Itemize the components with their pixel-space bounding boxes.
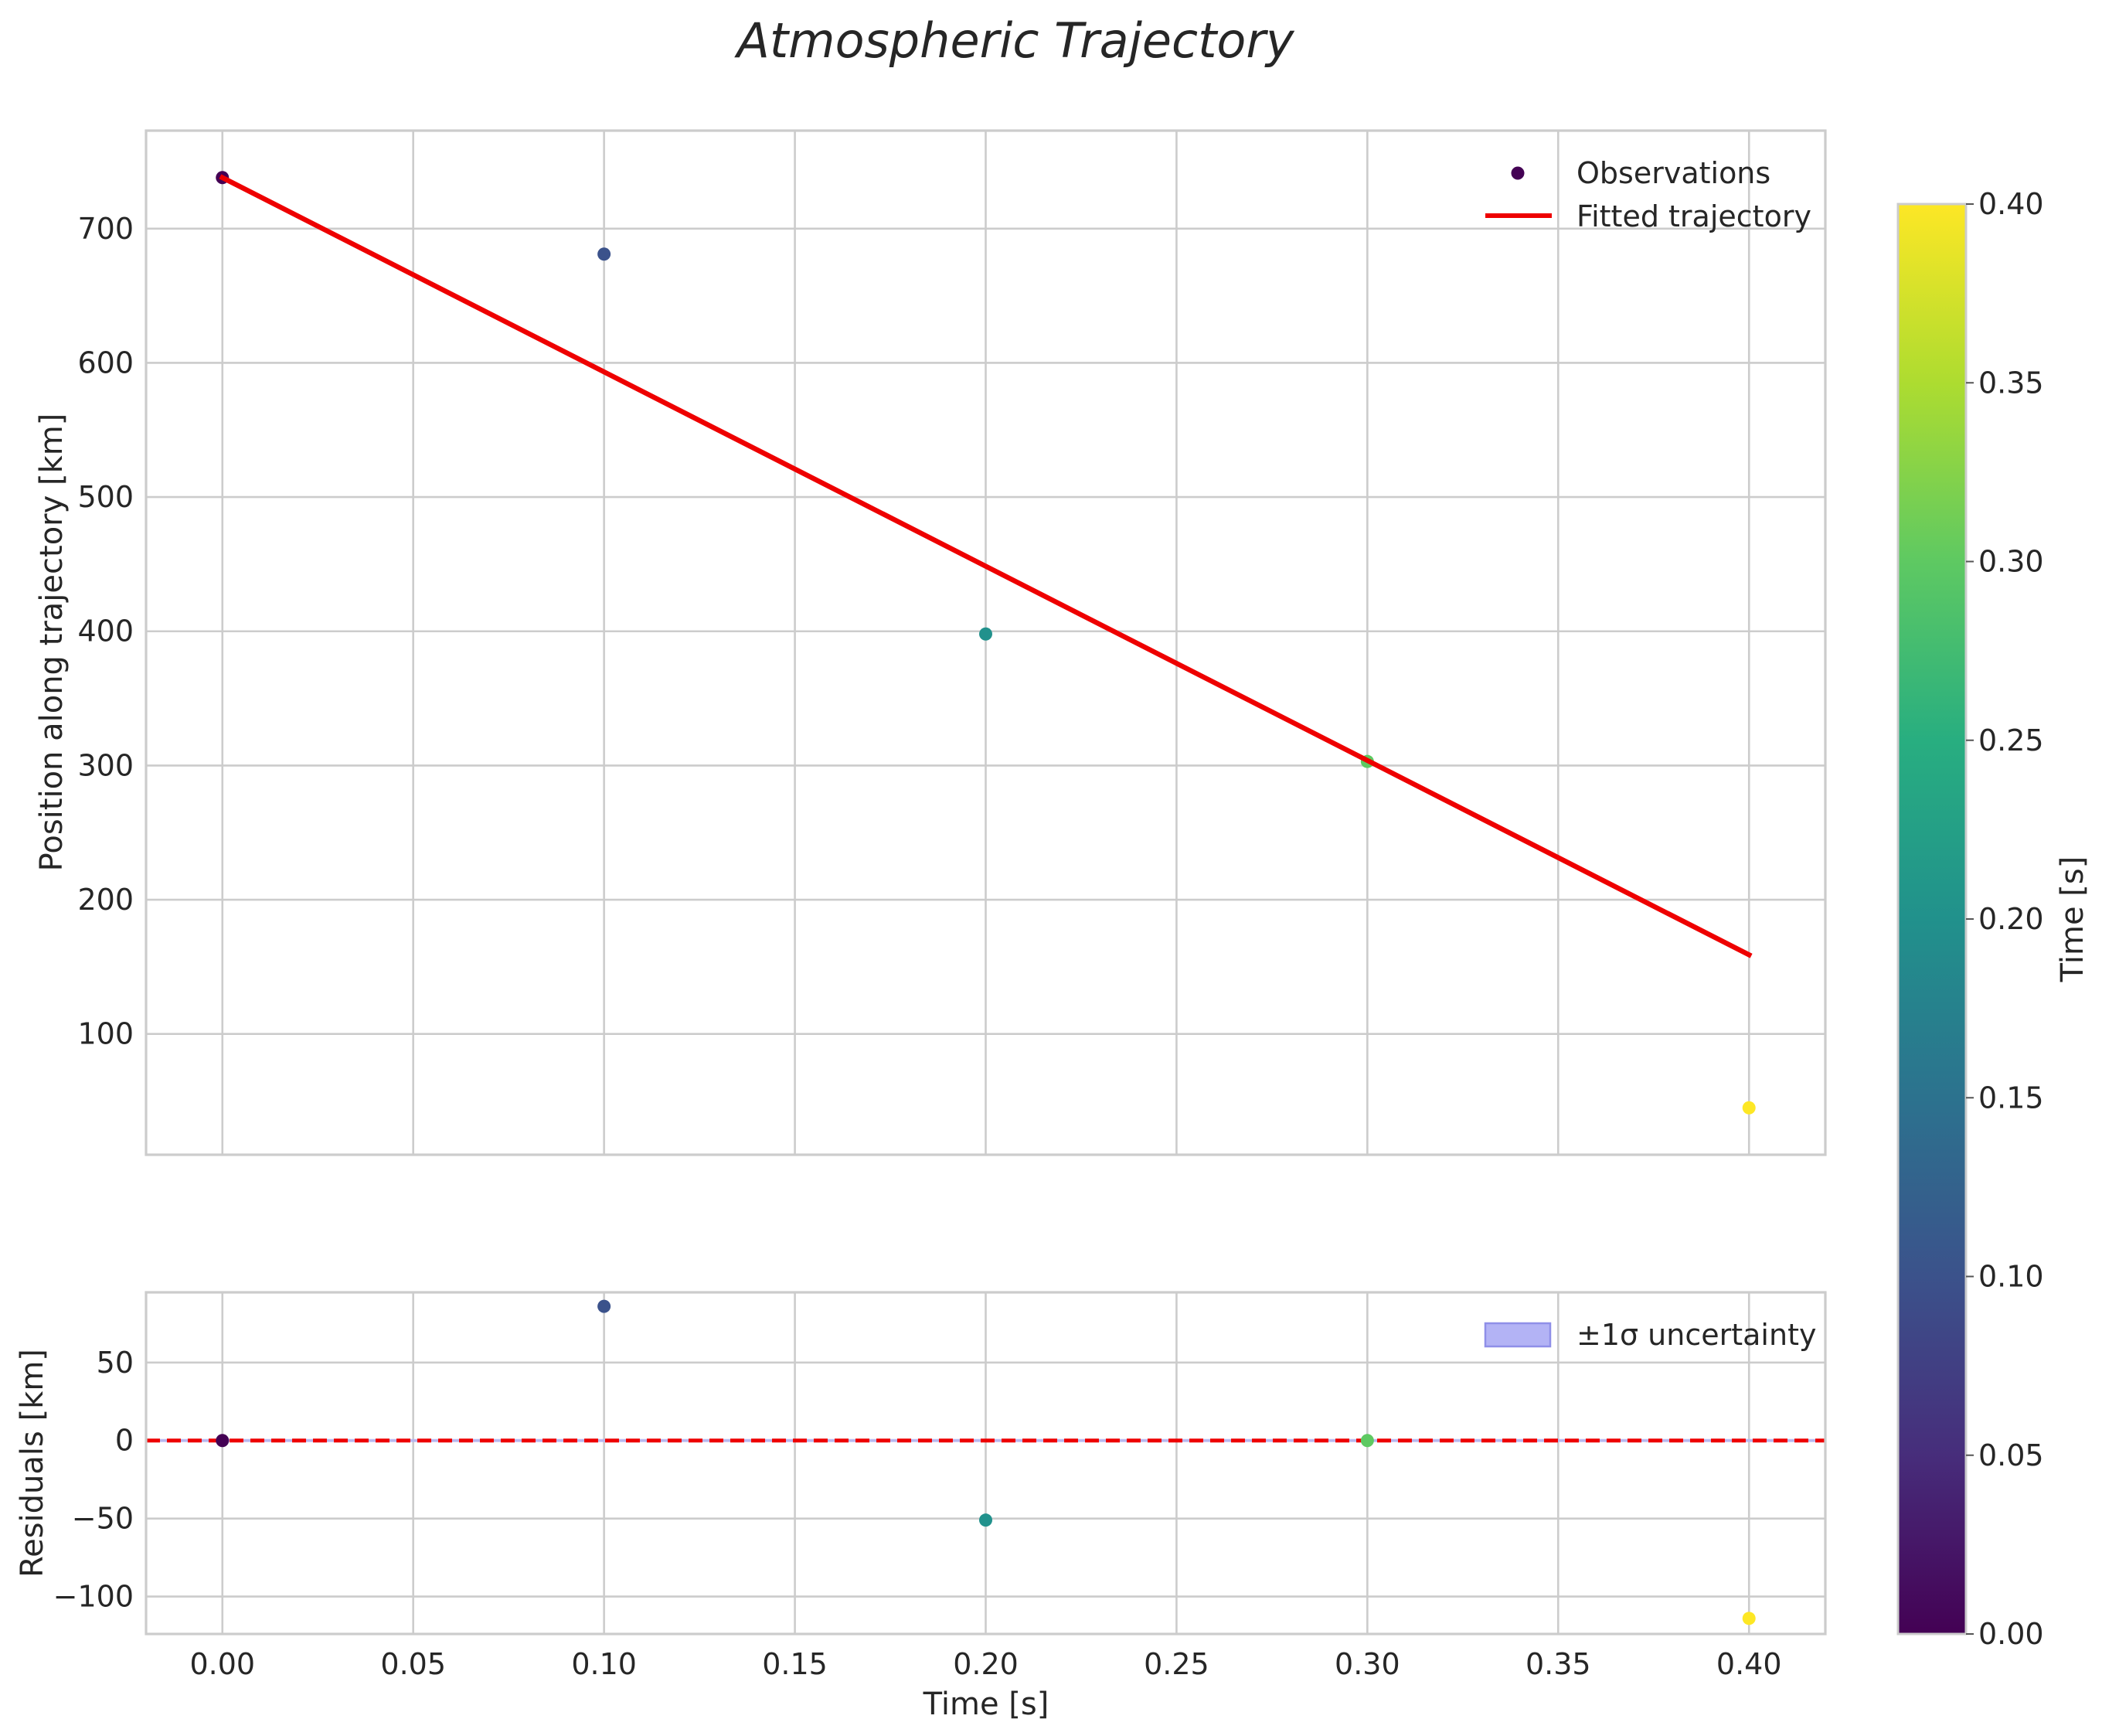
x-tick-label: 0.25	[1144, 1647, 1209, 1681]
x-tick-label: 0.00	[189, 1647, 255, 1681]
colorbar-tick-label: 0.40	[1978, 187, 2044, 221]
trajectory-y-tick-label: 400	[77, 614, 134, 648]
colorbar-tick-label: 0.05	[1978, 1438, 2044, 1472]
fitted-trajectory-line	[219, 174, 1753, 958]
colorbar-label: Time [s]	[2055, 856, 2090, 983]
colorbar: 0.00 0.05 0.10 0.15 0.20 0.25 0.30 0.35 0.40 Tim…	[1896, 187, 2090, 1651]
trajectory-grid	[146, 131, 1825, 1155]
colorbar-gradient	[1896, 203, 1968, 1636]
colorbar-tick-label: 0.35	[1978, 366, 2044, 400]
observation-point	[979, 627, 992, 641]
colorbar-ticks: 0.00 0.05 0.10 0.15 0.20 0.25 0.30 0.35 0.40	[1966, 187, 2044, 1651]
colorbar-tick-label: 0.25	[1978, 723, 2044, 757]
trajectory-panel: 100 200 300 400 500 600 700 Position along tra…	[34, 129, 1827, 1156]
trajectory-axes-frame	[145, 129, 1827, 1156]
residuals-y-tick-label: −50	[72, 1502, 134, 1536]
trajectory-y-tick-label: 700	[77, 212, 134, 246]
residual-point	[597, 1299, 611, 1313]
residuals-plot-area	[146, 1299, 1825, 1625]
chart-title: Atmospheric Trajectory	[733, 12, 1294, 69]
residuals-y-tick-label: −100	[53, 1580, 134, 1614]
residual-point	[979, 1513, 992, 1527]
observation-point	[1742, 1101, 1756, 1115]
x-tick-label: 0.10	[571, 1647, 637, 1681]
trajectory-y-tick-label: 200	[77, 883, 134, 917]
residuals-y-ticks: −100 −50 0 50	[53, 1346, 134, 1614]
x-tick-label: 0.05	[380, 1647, 446, 1681]
legend-observations-label: Observations	[1576, 156, 1770, 190]
x-tick-label: 0.40	[1716, 1647, 1782, 1681]
legend-observations-marker	[1511, 166, 1525, 180]
residuals-x-ticks: 0.00 0.05 0.10 0.15 0.20 0.25 0.30 0.35 0.40	[189, 1647, 1781, 1681]
residual-point	[216, 1434, 230, 1448]
trajectory-legend: Observations Fitted trajectory	[1485, 156, 1811, 233]
x-axis-label: Time [s]	[923, 1687, 1049, 1722]
residuals-legend: ±1σ uncertainty	[1484, 1318, 1816, 1352]
x-tick-label: 0.15	[762, 1647, 828, 1681]
colorbar-tick-label: 0.10	[1978, 1260, 2044, 1294]
colorbar-tick-label: 0.15	[1978, 1081, 2044, 1115]
legend-uncertainty-swatch	[1484, 1322, 1552, 1348]
residuals-y-axis-label: Residuals [km]	[15, 1349, 50, 1578]
colorbar-tick-label: 0.20	[1978, 902, 2044, 936]
trajectory-y-ticks: 100 200 300 400 500 600 700	[77, 212, 134, 1051]
residuals-axes-frame	[145, 1291, 1827, 1636]
x-tick-label: 0.30	[1335, 1647, 1400, 1681]
residuals-y-tick-label: 0	[115, 1424, 134, 1458]
trajectory-plot-area	[216, 171, 1756, 1115]
x-tick-label: 0.20	[953, 1647, 1019, 1681]
colorbar-tick-label: 0.30	[1978, 545, 2044, 579]
trajectory-y-tick-label: 600	[77, 345, 134, 380]
legend-uncertainty-label: ±1σ uncertainty	[1576, 1318, 1816, 1352]
x-tick-label: 0.35	[1525, 1647, 1591, 1681]
trajectory-y-tick-label: 500	[77, 480, 134, 514]
residuals-y-tick-label: 50	[97, 1346, 134, 1380]
legend-fitted-label: Fitted trajectory	[1576, 199, 1811, 233]
colorbar-tick-label: 0.00	[1978, 1617, 2044, 1651]
residuals-grid	[146, 1292, 1825, 1634]
trajectory-y-tick-label: 300	[77, 748, 134, 782]
observation-point	[597, 247, 611, 261]
trajectory-y-tick-label: 100	[77, 1017, 134, 1051]
trajectory-y-axis-label: Position along trajectory [km]	[34, 414, 70, 872]
residual-point	[1360, 1434, 1374, 1448]
residual-point	[1742, 1612, 1756, 1625]
